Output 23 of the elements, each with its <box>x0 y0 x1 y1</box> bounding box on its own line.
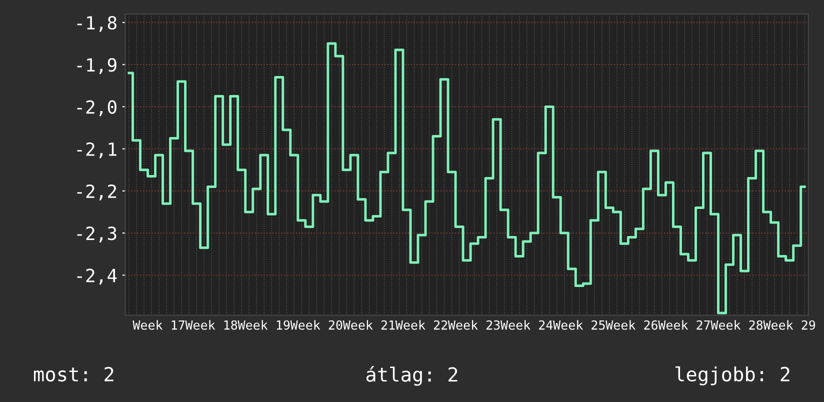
text: legjobb: 2 <box>675 366 790 386</box>
y-tick-label: -2,3 <box>77 226 116 242</box>
y-tick-label: -1,8 <box>77 16 116 32</box>
x-tick-label: Week 17 <box>132 320 184 330</box>
y-tick-label: -1,9 <box>77 58 116 74</box>
x-tick-label: Week 26 <box>606 320 658 330</box>
x-tick-label: Week 24 <box>500 320 553 330</box>
y-tick-label: -2,4 <box>77 268 117 285</box>
x-tick-label: Week 23 <box>448 320 500 330</box>
x-tick-label: Week 25 <box>553 320 605 330</box>
x-tick-label: Week 29 <box>763 320 816 330</box>
x-tick-label: Week 18 <box>185 320 238 330</box>
x-tick-label: Week 22 <box>395 320 448 330</box>
text: átlag: 2 <box>366 366 458 386</box>
y-tick-label: -2,2 <box>77 184 116 200</box>
y-tick-label: -2,0 <box>77 100 116 116</box>
text: most: 2 <box>34 366 114 382</box>
x-tick-label: Week 19 <box>238 320 290 330</box>
y-tick-label: -2,1 <box>77 142 116 158</box>
x-tick-label: Week 21 <box>342 320 395 330</box>
x-tick-label: Week 27 <box>658 320 710 330</box>
x-tick-label: Week 28 <box>710 320 763 330</box>
x-tick-label: Week 20 <box>290 320 342 330</box>
